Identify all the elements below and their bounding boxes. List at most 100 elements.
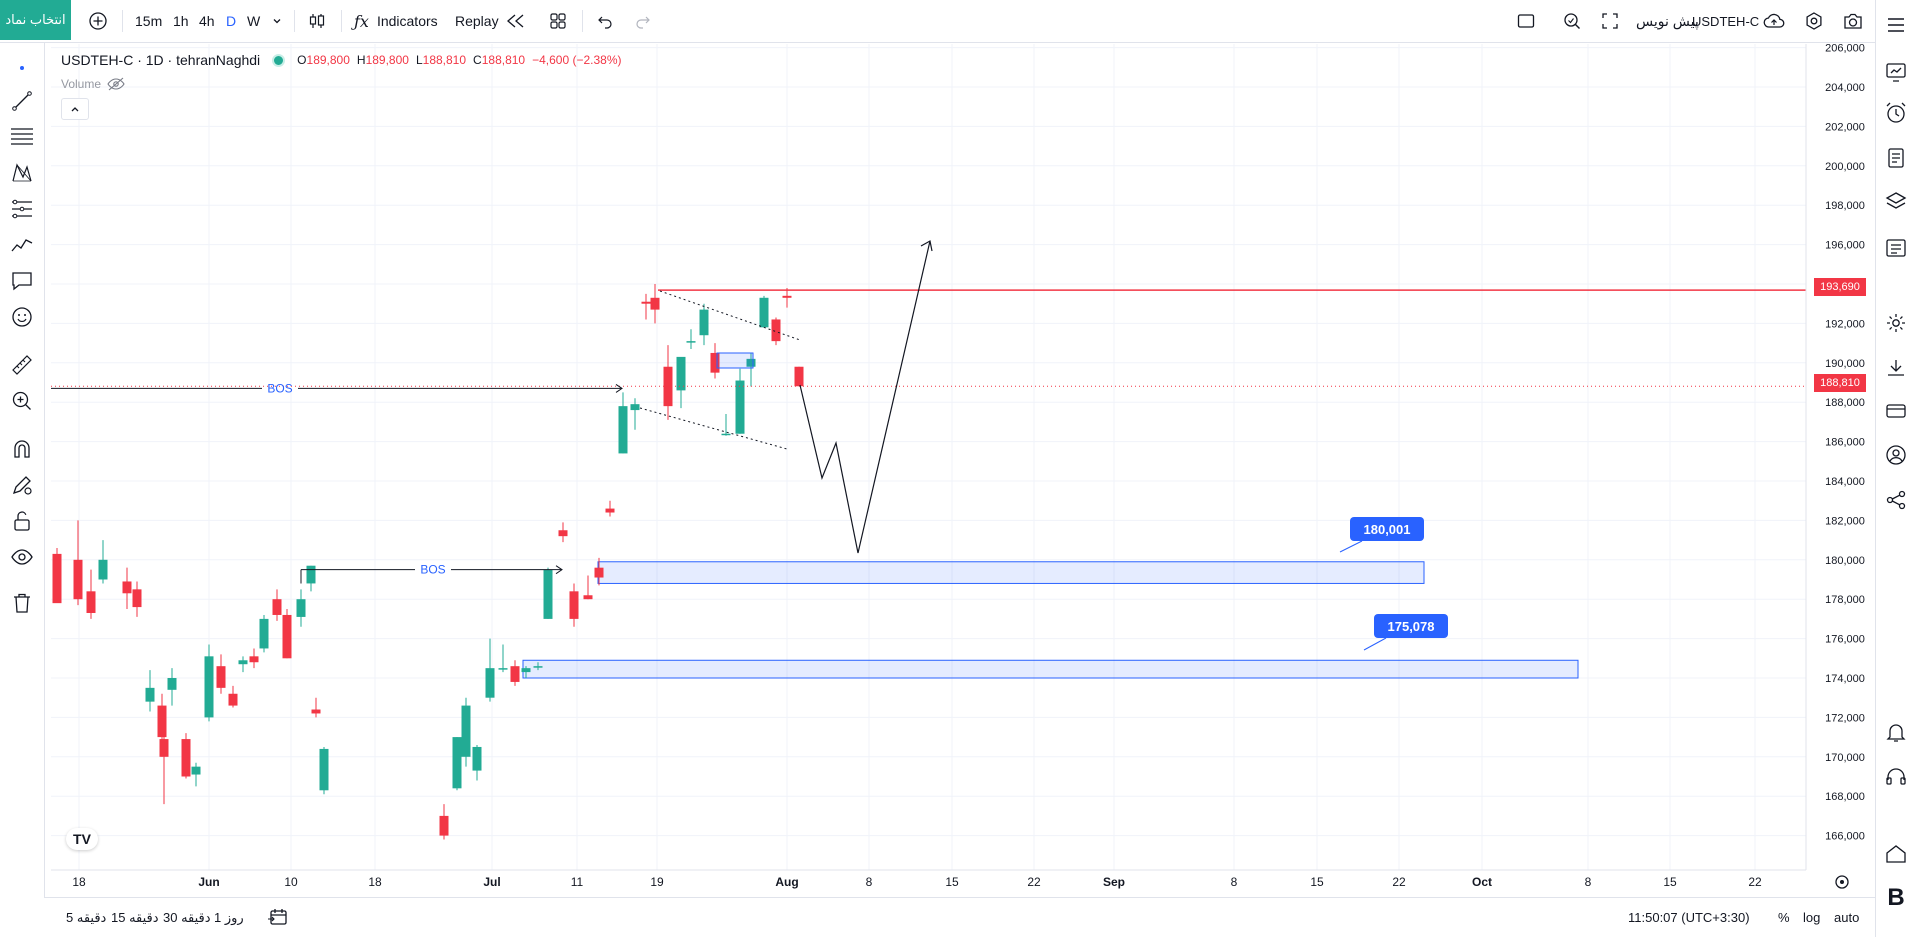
interval-dropdown[interactable] (271, 0, 283, 42)
user-icon[interactable] (1884, 443, 1908, 467)
support-headset-icon[interactable] (1884, 765, 1908, 789)
candle-body (676, 356, 686, 391)
eye-off-icon[interactable] (107, 77, 125, 91)
maximize-button[interactable] (1600, 0, 1620, 42)
fib-retracement-icon[interactable] (10, 125, 34, 149)
undo-button[interactable] (596, 0, 614, 42)
candle-body (771, 319, 781, 342)
brush-icon[interactable] (10, 233, 34, 257)
interval-w[interactable]: W (247, 13, 261, 29)
range-1d[interactable]: 1 روز (214, 910, 244, 925)
watchlist-icon[interactable] (1884, 60, 1908, 84)
flag-lower-line (639, 407, 788, 450)
preview-label: پیش نویس (1636, 12, 1699, 29)
chart-grid (51, 44, 1806, 870)
add-symbol-button[interactable] (88, 0, 108, 42)
candle-body (306, 565, 316, 584)
candle-body (216, 666, 226, 688)
alarm-clock-icon[interactable] (1884, 101, 1908, 125)
prediction-icon[interactable] (10, 197, 34, 221)
emoji-icon[interactable] (10, 305, 34, 329)
text-note-icon[interactable] (10, 269, 34, 293)
trash-icon[interactable] (10, 591, 34, 615)
interval-d[interactable]: D (226, 13, 237, 29)
zone-tag-180001[interactable]: 180,001 (1350, 517, 1424, 541)
cloud-save-button[interactable] (1762, 0, 1786, 42)
log-toggle[interactable]: log (1803, 910, 1821, 925)
zoom-in-icon[interactable] (10, 389, 34, 413)
candle-body (181, 739, 191, 777)
interval-4h[interactable]: 4h (199, 13, 215, 29)
legend-collapse-button[interactable] (61, 98, 89, 120)
tv-logo-icon: TV (73, 831, 91, 847)
layers-icon[interactable] (1884, 190, 1908, 214)
candle-body (159, 739, 169, 757)
trend-line-icon[interactable] (10, 89, 34, 113)
quick-search-button[interactable] (1562, 0, 1582, 42)
pattern-icon[interactable] (10, 161, 34, 185)
settings-hex-button[interactable] (1804, 0, 1824, 42)
settings-gear-icon[interactable] (1884, 311, 1908, 335)
interval-15m[interactable]: 15m (135, 13, 163, 29)
fullscreen-toggle[interactable] (1516, 0, 1536, 42)
calendar-list-icon[interactable] (1884, 236, 1908, 260)
candle-body (472, 746, 482, 771)
candle-body (452, 737, 462, 789)
notes-icon[interactable] (1884, 146, 1908, 170)
eye-icon[interactable] (10, 545, 34, 569)
crosshair-dot-icon[interactable] (10, 56, 34, 80)
axis-settings-icon[interactable] (1832, 872, 1852, 892)
ohlc-low: 188,810 (422, 53, 467, 67)
interval-1h[interactable]: 1h (173, 13, 189, 29)
download-icon[interactable] (1884, 356, 1908, 380)
redo-button[interactable] (634, 0, 652, 42)
projection-path (799, 240, 931, 554)
lock-icon[interactable] (10, 509, 34, 533)
legend-symbol[interactable]: USDTEH-C · 1D · tehranNaghdi (61, 52, 261, 68)
menu-icon[interactable] (1884, 13, 1908, 37)
gear-icon (1806, 12, 1822, 30)
replay-button[interactable]: Replay (455, 0, 527, 42)
candle-body (618, 406, 628, 454)
clock-label[interactable]: 11:50:07 (UTC+3:30) (1628, 910, 1750, 925)
candle-body (533, 666, 543, 668)
date-tick-label: Oct (1472, 875, 1492, 889)
layouts-button[interactable] (548, 0, 568, 42)
range-30m[interactable]: 30 دقیقه (163, 910, 211, 925)
projection-arrowhead (920, 240, 933, 252)
candle-body (439, 815, 449, 836)
candle-body (650, 297, 660, 310)
goto-date-icon[interactable] (268, 907, 290, 927)
bottom-toolbar: 5 دقیقه 15 دقیقه 30 دقیقه 1 روز 11:50:07… (44, 897, 1875, 938)
zone-175078 (522, 659, 1579, 679)
ruler-icon[interactable] (10, 353, 34, 377)
share-icon[interactable] (1884, 488, 1908, 512)
chevron-down-icon (273, 19, 281, 24)
indicators-button[interactable]: ƒx Indicators (354, 0, 438, 42)
stay-drawing-icon[interactable] (10, 473, 34, 497)
candle-body (794, 366, 804, 387)
range-15m[interactable]: 15 دقیقه (111, 910, 159, 925)
percent-toggle[interactable]: % (1778, 910, 1790, 925)
candle-body (630, 404, 640, 411)
snapshot-button[interactable] (1842, 0, 1864, 42)
notifications-icon[interactable] (1884, 720, 1908, 744)
price-tick-label: 188,000 (1825, 397, 1865, 409)
tradingview-logo[interactable]: TV (66, 828, 98, 850)
candle-body (663, 366, 673, 407)
date-tick-label: 22 (1027, 875, 1041, 889)
chart-legend: USDTEH-C · 1D · tehranNaghdi O189,800 H18… (61, 52, 629, 68)
symbol-right-label[interactable]: USDTEH-C (1692, 13, 1760, 29)
wallet-icon[interactable] (1884, 399, 1908, 423)
broker-b-icon[interactable]: B (1887, 884, 1905, 911)
zone-tag-175078[interactable]: 175,078 (1374, 614, 1448, 638)
select-symbol-button[interactable]: انتخاب نماد (0, 0, 71, 40)
chart-type-button[interactable] (307, 0, 327, 42)
range-5m[interactable]: 5 دقیقه (66, 910, 107, 925)
home-icon[interactable] (1884, 842, 1908, 866)
auto-toggle[interactable]: auto (1834, 910, 1860, 925)
bos-label: BOS (420, 563, 445, 577)
magnet-icon[interactable] (10, 437, 34, 461)
resistance-price-tag: 193,690 (1814, 278, 1866, 296)
